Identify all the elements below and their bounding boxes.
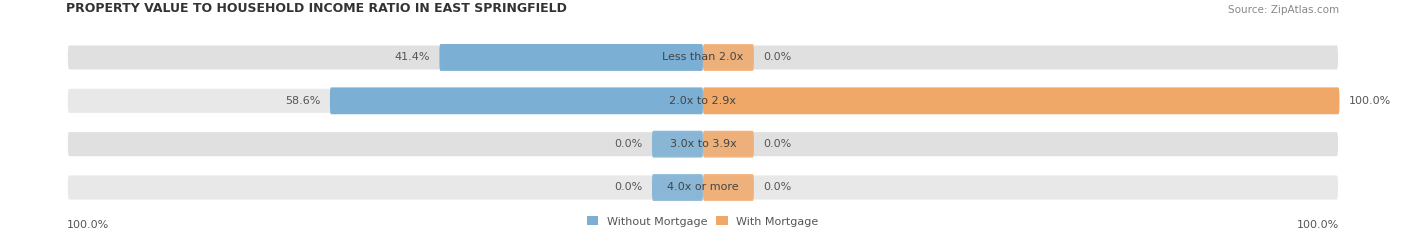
Text: 0.0%: 0.0%	[614, 139, 643, 149]
Text: 100.0%: 100.0%	[66, 220, 108, 230]
FancyBboxPatch shape	[703, 174, 754, 201]
Text: 0.0%: 0.0%	[614, 182, 643, 192]
FancyBboxPatch shape	[66, 174, 1340, 201]
FancyBboxPatch shape	[703, 87, 1340, 114]
Text: 58.6%: 58.6%	[285, 96, 321, 106]
Text: 0.0%: 0.0%	[763, 182, 792, 192]
FancyBboxPatch shape	[66, 87, 1340, 114]
Text: 3.0x to 3.9x: 3.0x to 3.9x	[669, 139, 737, 149]
Legend: Without Mortgage, With Mortgage: Without Mortgage, With Mortgage	[588, 216, 818, 226]
Text: 0.0%: 0.0%	[763, 52, 792, 62]
Text: 4.0x or more: 4.0x or more	[666, 182, 738, 192]
Text: Less than 2.0x: Less than 2.0x	[662, 52, 744, 62]
Text: 100.0%: 100.0%	[1298, 220, 1340, 230]
FancyBboxPatch shape	[703, 131, 754, 158]
FancyBboxPatch shape	[66, 131, 1340, 158]
FancyBboxPatch shape	[66, 44, 1340, 71]
FancyBboxPatch shape	[330, 87, 703, 114]
FancyBboxPatch shape	[703, 44, 754, 71]
Text: 0.0%: 0.0%	[763, 139, 792, 149]
Text: 41.4%: 41.4%	[394, 52, 430, 62]
FancyBboxPatch shape	[652, 131, 703, 158]
FancyBboxPatch shape	[652, 174, 703, 201]
Text: 2.0x to 2.9x: 2.0x to 2.9x	[669, 96, 737, 106]
FancyBboxPatch shape	[440, 44, 703, 71]
Text: 100.0%: 100.0%	[1348, 96, 1391, 106]
Text: PROPERTY VALUE TO HOUSEHOLD INCOME RATIO IN EAST SPRINGFIELD: PROPERTY VALUE TO HOUSEHOLD INCOME RATIO…	[66, 2, 567, 15]
Text: Source: ZipAtlas.com: Source: ZipAtlas.com	[1229, 5, 1340, 15]
